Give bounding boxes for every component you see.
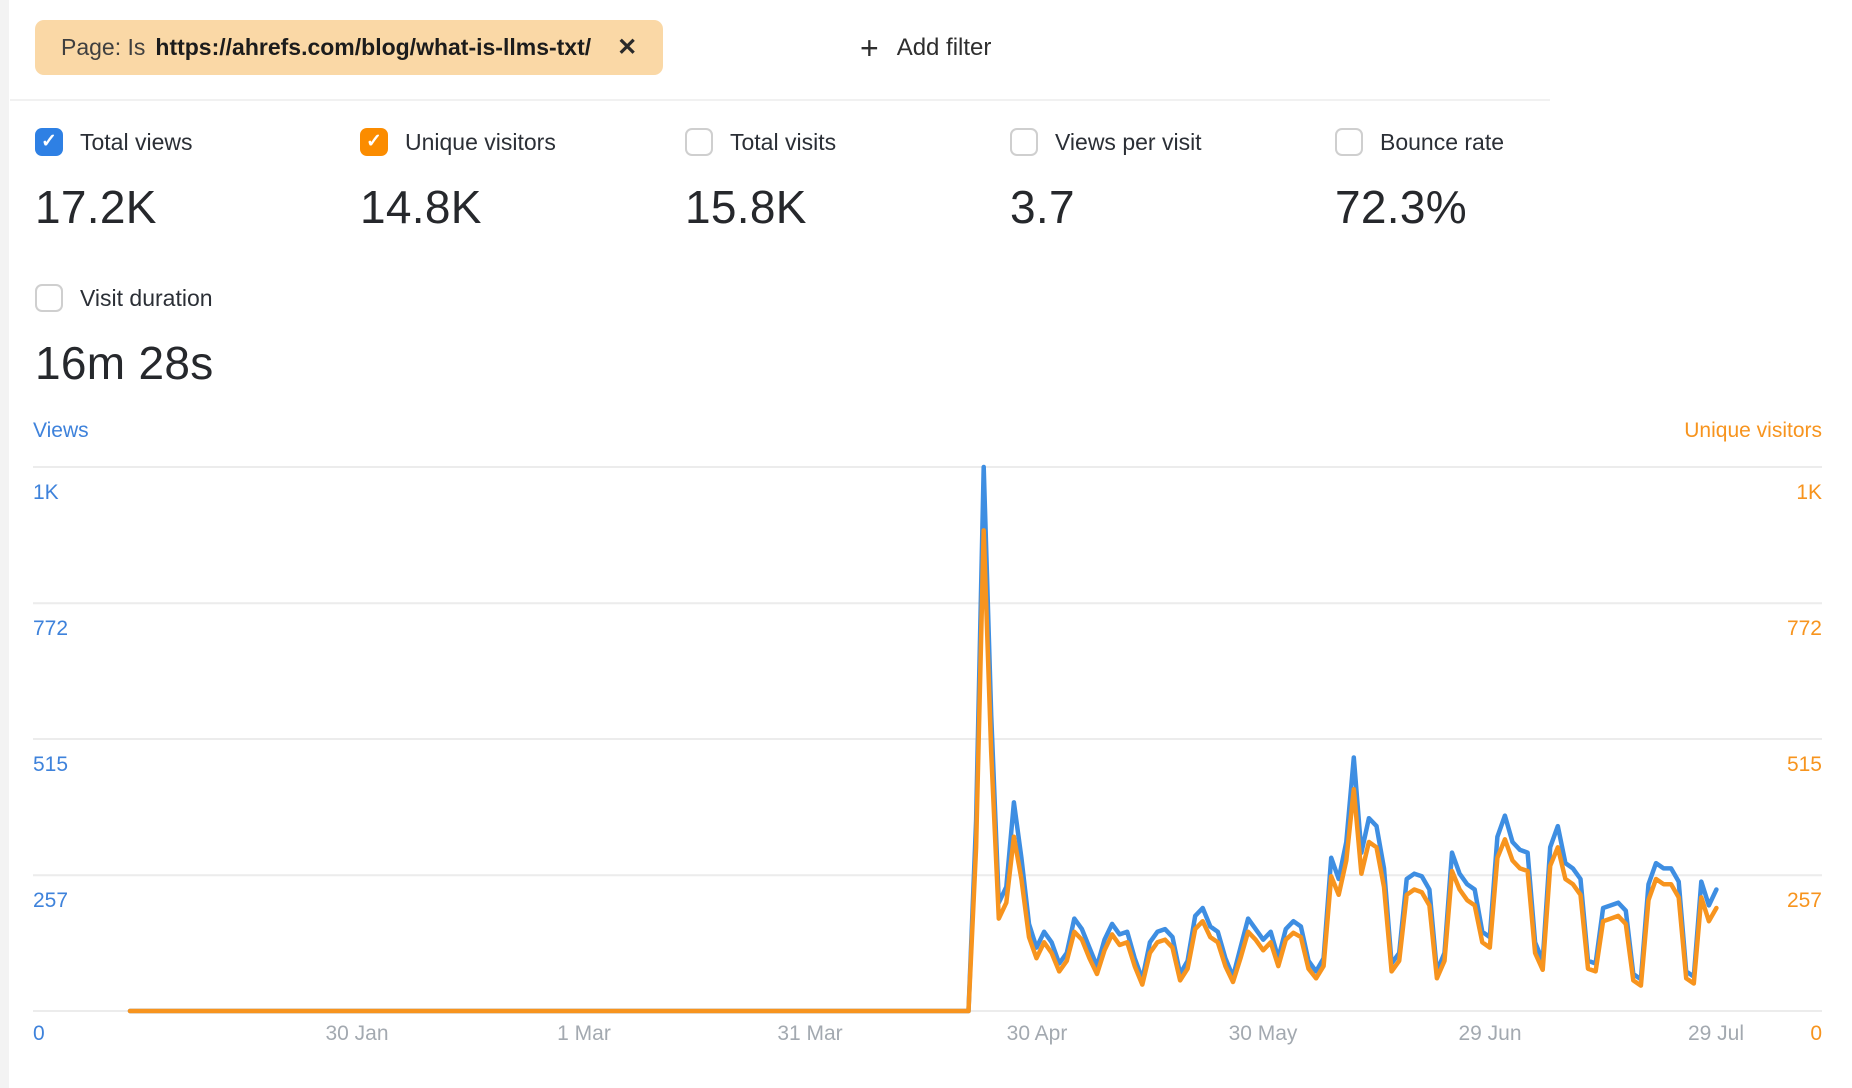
right-y-tick: 257	[1786, 889, 1822, 912]
x-tick-label: 31 Mar	[777, 1022, 843, 1045]
remove-filter-icon[interactable]: ✕	[617, 33, 638, 61]
metric-label: Total views	[80, 128, 193, 155]
bounce-rate-checkbox[interactable]: ✓	[1335, 128, 1363, 156]
metric-total-views: ✓ Total views 17.2K	[35, 128, 192, 234]
unique-visitors-line-series	[127, 528, 1719, 1014]
metric-bounce-rate: ✓ Bounce rate 72.3%	[1335, 128, 1504, 234]
metric-total-visits: ✓ Total visits 15.8K	[685, 128, 836, 234]
metric-value: 72.3%	[1335, 181, 1467, 233]
metric-label: Unique visitors	[405, 128, 556, 155]
checkmark-icon: ✓	[366, 130, 382, 152]
metric-views-per-visit: ✓ Views per visit 3.7	[1010, 128, 1202, 234]
total-views-checkbox[interactable]: ✓	[35, 128, 63, 156]
metric-label: Total visits	[730, 128, 837, 155]
visit-duration-checkbox[interactable]: ✓	[35, 284, 63, 312]
traffic-line-chart[interactable]	[0, 400, 1852, 1060]
x-tick-label: 29 Jun	[1458, 1022, 1522, 1045]
left-y-tick: 0	[33, 1022, 45, 1045]
x-tick-label: 30 Apr	[1006, 1022, 1068, 1045]
metric-label: Views per visit	[1055, 128, 1202, 155]
metric-unique-visitors: ✓ Unique visitors 14.8K	[360, 128, 556, 234]
plus-icon: +	[860, 29, 879, 66]
metric-value: 16m 28s	[35, 337, 214, 389]
left-y-tick: 772	[33, 617, 69, 640]
x-tick-label: 30 May	[1228, 1022, 1298, 1045]
metric-value: 15.8K	[685, 181, 807, 233]
right-y-tick: 1K	[1796, 481, 1822, 504]
left-axis-title: Views	[33, 419, 89, 442]
metric-label: Visit duration	[80, 284, 213, 311]
left-y-tick: 515	[33, 753, 69, 776]
right-y-tick: 515	[1786, 753, 1822, 776]
x-tick-label: 1 Mar	[557, 1022, 611, 1045]
page-left-edge	[0, 0, 9, 1088]
metric-value: 17.2K	[35, 181, 157, 233]
filter-chip-prefix: Page: Is	[61, 34, 146, 60]
x-tick-label: 30 Jan	[325, 1022, 389, 1045]
page-filter-chip[interactable]: Page: Is https://ahrefs.com/blog/what-is…	[35, 20, 664, 75]
right-y-tick: 0	[1810, 1022, 1822, 1045]
metric-visit-duration: ✓ Visit duration 16m 28s	[35, 284, 214, 390]
toolbar-divider	[10, 99, 1550, 101]
right-y-tick: 772	[1786, 617, 1822, 640]
unique-visitors-checkbox[interactable]: ✓	[360, 128, 388, 156]
add-filter-label: Add filter	[896, 33, 992, 61]
add-filter-button[interactable]: + Add filter	[860, 20, 991, 75]
left-y-tick: 257	[33, 889, 69, 912]
metric-label: Bounce rate	[1380, 128, 1505, 155]
metric-value: 14.8K	[360, 181, 482, 233]
checkmark-icon: ✓	[41, 130, 57, 152]
x-tick-label: 29 Jul	[1687, 1022, 1745, 1045]
filter-chip-url: https://ahrefs.com/blog/what-is-llms-txt…	[155, 34, 592, 60]
total-visits-checkbox[interactable]: ✓	[685, 128, 713, 156]
right-axis-title: Unique visitors	[1684, 419, 1822, 442]
metric-value: 3.7	[1010, 181, 1075, 233]
left-y-tick: 1K	[33, 481, 59, 504]
views-per-visit-checkbox[interactable]: ✓	[1010, 128, 1038, 156]
